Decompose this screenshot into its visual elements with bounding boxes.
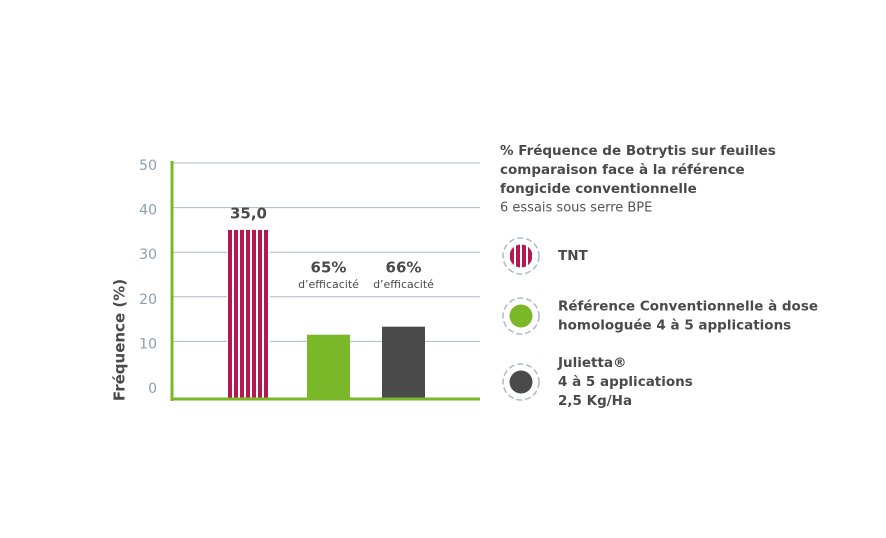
legend-label: 2,5 Kg/Ha [558,393,632,409]
legend-label: homologuée 4 à 5 applications [558,318,791,334]
subtitle: 6 essais sous serre BPE [500,201,652,216]
y-tick-label: 40 [139,203,157,219]
bar [307,334,350,399]
y-tick-label: 30 [139,247,157,263]
y-tick-label: 20 [139,292,157,308]
legend-label: Julietta® [557,355,627,371]
legend-ring [502,297,540,335]
legend-ring [502,363,540,401]
chart-title: fongicide conventionnelle [500,181,697,197]
legend-swatch [509,370,533,394]
y-tick-label: 0 [148,381,157,397]
bar [382,326,425,399]
legend-label: TNT [558,248,589,264]
y-tick-label: 10 [139,336,157,352]
annotation: 66% [386,259,422,277]
chart-title: comparaison face à la référence [500,162,745,178]
legend-swatch [509,304,533,328]
legend-label: 4 à 5 applications [558,374,693,390]
legend-swatch [509,244,533,268]
y-axis-label: Fréquence (%) [111,279,129,401]
annotation: 65% [311,259,347,277]
chart-title: % Fréquence de Botrytis sur feuilles [500,143,776,159]
annotation-sub: d’efficacité [298,278,359,291]
annotation-sub: d’efficacité [373,278,434,291]
legend-ring [502,237,540,275]
y-tick-label: 50 [139,158,157,174]
legend-label: Référence Conventionnelle à dose [558,299,818,315]
data-label: 35,0 [230,204,267,222]
bar [227,229,270,399]
